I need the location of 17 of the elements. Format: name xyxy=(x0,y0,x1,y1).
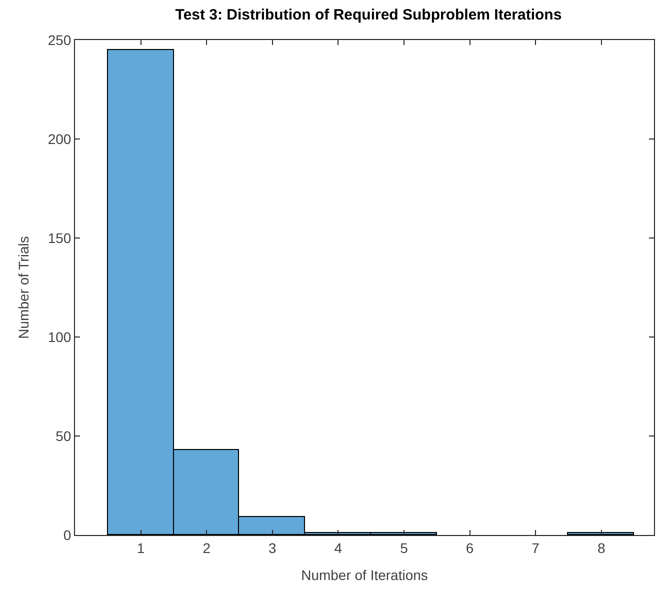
x-tick-label: 1 xyxy=(136,540,145,556)
x-tick-label: 4 xyxy=(334,540,342,556)
y-tick-label: 200 xyxy=(48,130,72,147)
x-tick-label: 8 xyxy=(597,540,606,556)
chart-title: Test 3: Distribution of Required Subproblem Iterations xyxy=(175,6,562,24)
x-tick-label: 6 xyxy=(466,540,474,556)
y-tick-label: 50 xyxy=(56,428,72,444)
x-tick-label: 5 xyxy=(400,540,408,556)
x-tick-label: 2 xyxy=(202,540,211,556)
y-tick-label: 150 xyxy=(48,230,72,246)
x-axis-title: Number of Iterations xyxy=(301,567,428,584)
x-tick-label: 7 xyxy=(532,540,540,556)
x-tick-label: 3 xyxy=(268,540,276,556)
y-tick-label: 250 xyxy=(48,32,72,48)
y-tick-label: 100 xyxy=(48,328,72,345)
y-tick-label: 0 xyxy=(63,526,72,543)
y-axis-title: Number of Trials xyxy=(15,236,32,339)
